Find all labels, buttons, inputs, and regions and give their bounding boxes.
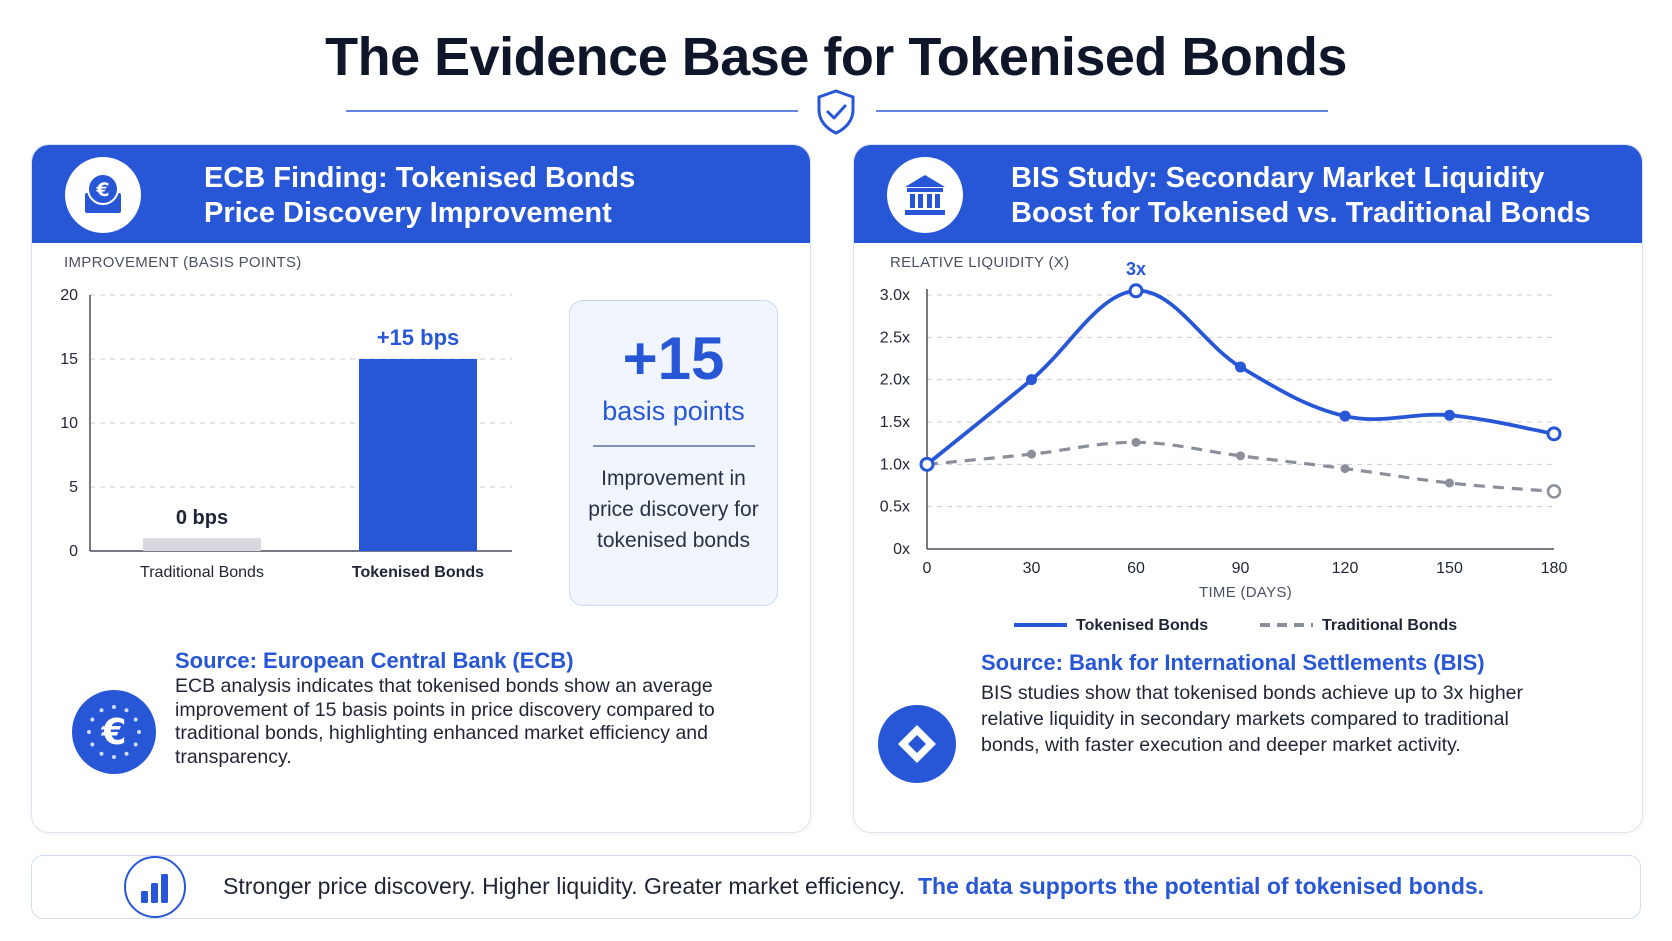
euro-building-icon: € bbox=[65, 157, 141, 233]
line-x-tick-label: 90 bbox=[1232, 560, 1250, 577]
bar-data-label: +15 bps bbox=[377, 325, 460, 350]
line-x-tick-label: 60 bbox=[1127, 560, 1145, 577]
shield-check-icon bbox=[817, 89, 855, 135]
bar-y-tick-label: 0 bbox=[69, 543, 78, 560]
ecb-panel: € ECB Finding: Tokenised Bonds Price Dis… bbox=[31, 144, 811, 833]
series-tokenised-point bbox=[1444, 409, 1455, 421]
bis-panel: BIS Study: Secondary Market Liquidity Bo… bbox=[853, 144, 1643, 833]
line-y-tick-label: 2.5x bbox=[880, 329, 910, 346]
series-traditional-point bbox=[1027, 449, 1036, 459]
footer-text-main: Stronger price discovery. Higher liquidi… bbox=[223, 873, 906, 899]
series-tokenised-point bbox=[1128, 283, 1144, 299]
legend-traditional-label: Traditional Bonds bbox=[1322, 617, 1457, 634]
ecb-callout: +15 basis points Improvement in price di… bbox=[569, 300, 778, 606]
footer-text: Stronger price discovery. Higher liquidi… bbox=[223, 873, 1484, 900]
series-tokenised-point bbox=[1235, 361, 1246, 373]
ecb-title-line2: Price Discovery Improvement bbox=[204, 197, 612, 229]
series-traditional-point bbox=[1236, 451, 1245, 461]
line-y-tick-label: 2.0x bbox=[880, 372, 910, 389]
bar-y-axis-title: IMPROVEMENT (BASIS POINTS) bbox=[64, 254, 302, 271]
bar-x-tick-label: Traditional Bonds bbox=[140, 564, 264, 581]
bis-source-title: Source: Bank for International Settlemen… bbox=[981, 650, 1485, 675]
callout-divider bbox=[592, 445, 755, 447]
bis-source-text: BIS studies show that tokenised bonds ac… bbox=[981, 682, 1524, 756]
bar-x-tick-label: Tokenised Bonds bbox=[352, 564, 484, 581]
line-y-axis-title: RELATIVE LIQUIDITY (X) bbox=[890, 254, 1069, 271]
svg-text:€: € bbox=[95, 179, 109, 201]
line-x-tick-label: 150 bbox=[1436, 560, 1463, 577]
series-traditional-point bbox=[1340, 464, 1350, 474]
bank-icon bbox=[887, 157, 963, 233]
legend-tokenised-label: Tokenised Bonds bbox=[1076, 617, 1208, 634]
svg-text:€: € bbox=[100, 712, 126, 753]
line-y-tick-label: 3.0x bbox=[880, 287, 910, 304]
line-y-tick-label: 0.5x bbox=[880, 499, 910, 516]
bar-traditional bbox=[143, 538, 261, 551]
bis-line-chart: RELATIVE LIQUIDITY (X) 0x 0.5x 1.0x 1.5x 2.0x… bbox=[880, 254, 1568, 634]
bar-y-tick-label: 15 bbox=[60, 351, 78, 368]
series-tokenised-line bbox=[925, 288, 1555, 466]
title-rule-left bbox=[346, 110, 798, 112]
page-title: The Evidence Base for Tokenised Bonds bbox=[325, 27, 1347, 87]
series-tokenised-point bbox=[1339, 410, 1351, 422]
line-x-tick-label: 0 bbox=[923, 560, 932, 577]
ecb-title-line1: ECB Finding: Tokenised Bonds bbox=[204, 162, 636, 194]
line-x-axis-title: TIME (DAYS) bbox=[1199, 584, 1292, 601]
callout-unit: basis points bbox=[602, 396, 745, 426]
bis-title-line2: Boost for Tokenised vs. Traditional Bond… bbox=[1011, 197, 1591, 229]
ecb-source-text: ECB analysis indicates that tokenised bo… bbox=[175, 675, 715, 768]
bar-chart-icon bbox=[124, 856, 186, 918]
ecb-bar-chart: IMPROVEMENT (BASIS POINTS) 0 5 10 15 20 0 bps T… bbox=[60, 254, 512, 581]
bar-y-tick-label: 5 bbox=[69, 479, 78, 496]
line-x-tick-label: 30 bbox=[1023, 560, 1041, 577]
series-traditional-point bbox=[1445, 478, 1454, 488]
footer-banner: Stronger price discovery. Higher liquidi… bbox=[31, 855, 1641, 919]
line-y-tick-label: 0x bbox=[893, 541, 910, 558]
series-tokenised-point bbox=[919, 456, 935, 472]
euro-stars-icon: € bbox=[72, 690, 156, 774]
footer-text-accent: The data supports the potential of token… bbox=[917, 873, 1485, 899]
line-y-tick-label: 1.0x bbox=[880, 456, 910, 473]
series-traditional-point bbox=[1546, 484, 1562, 499]
ecb-source-title: Source: European Central Bank (ECB) bbox=[175, 648, 574, 673]
line-x-tick-label: 120 bbox=[1332, 560, 1359, 577]
series-traditional-line bbox=[926, 440, 1555, 494]
bar-tokenised bbox=[359, 359, 477, 551]
bis-diamond-icon bbox=[878, 705, 956, 783]
callout-value: +15 bbox=[622, 325, 725, 392]
line-y-tick-label: 1.5x bbox=[880, 414, 910, 431]
title-rule-right bbox=[876, 110, 1328, 112]
bis-title-line1: BIS Study: Secondary Market Liquidity bbox=[1011, 162, 1545, 194]
series-traditional-point bbox=[1131, 437, 1141, 447]
bis-panel-header: BIS Study: Secondary Market Liquidity Bo… bbox=[854, 145, 1642, 243]
bar-y-tick-label: 20 bbox=[60, 287, 78, 304]
bar-y-tick-label: 10 bbox=[60, 415, 78, 432]
series-tokenised-point bbox=[1026, 374, 1037, 386]
bis-panel-title: BIS Study: Secondary Market Liquidity Bo… bbox=[1011, 161, 1591, 231]
line-x-tick-label: 180 bbox=[1541, 560, 1568, 577]
bar-data-label: 0 bps bbox=[176, 507, 228, 529]
peak-annotation: 3x bbox=[1126, 259, 1146, 279]
ecb-panel-header: € ECB Finding: Tokenised Bonds Price Dis… bbox=[32, 145, 810, 243]
series-tokenised-point bbox=[1546, 426, 1562, 442]
callout-description: Improvement in price discovery for token… bbox=[588, 466, 759, 552]
ecb-panel-title: ECB Finding: Tokenised Bonds Price Disco… bbox=[204, 161, 635, 231]
